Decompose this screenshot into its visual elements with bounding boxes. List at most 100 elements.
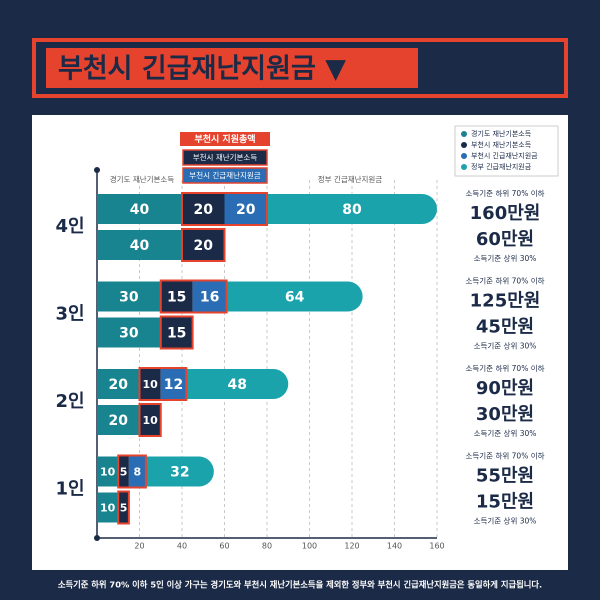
bar-value-label: 12	[164, 377, 183, 393]
bar	[118, 492, 129, 523]
bar	[186, 369, 289, 399]
bucheon-outline	[181, 192, 268, 226]
bar-value-label: 16	[200, 290, 219, 306]
bar-value-label: 30	[119, 290, 139, 306]
legend-label: 경기도 재난기본소득	[471, 129, 532, 138]
bar-value-label: 10	[142, 378, 158, 391]
title-frame	[32, 38, 568, 98]
total-label: 90만원	[476, 378, 534, 399]
bar	[192, 281, 227, 312]
bar-value-label: 20	[194, 202, 214, 218]
legend-swatch	[461, 153, 467, 159]
axis-dot	[94, 535, 100, 541]
bar	[182, 230, 225, 260]
series-header: 부천시 긴급재난지원금	[189, 170, 260, 180]
legend-label: 정부 긴급재난지원금	[471, 162, 532, 171]
chart-title: 부천시 긴급재난지원금 ▼	[58, 54, 346, 85]
income-label: 소득기준 하위 70% 이하	[465, 451, 544, 461]
bar	[224, 194, 267, 224]
bucheon-total-label: 부천시 지원총액	[194, 133, 255, 145]
legend-swatch	[461, 142, 467, 148]
x-tick-label: 40	[177, 542, 187, 551]
x-tick-label: 160	[429, 542, 444, 551]
total-label: 15만원	[476, 492, 534, 513]
bucheon-outline	[181, 228, 226, 262]
bar-value-label: 5	[120, 502, 128, 515]
bar-value-label: 30	[119, 326, 139, 342]
bar	[97, 230, 182, 260]
income-label: 소득기준 상위 30%	[474, 516, 537, 526]
bar-value-label: 80	[342, 202, 362, 218]
bar-value-label: 64	[285, 290, 305, 306]
bar	[97, 281, 161, 312]
bucheon-outline	[117, 490, 130, 525]
legend-label: 부천시 재난기본소득	[471, 140, 532, 149]
bar	[226, 281, 363, 312]
bucheon-outline	[138, 367, 188, 401]
total-label: 30만원	[476, 404, 534, 425]
bar	[97, 194, 182, 224]
legend-swatch	[461, 131, 467, 137]
bar-value-label: 20	[194, 238, 214, 254]
bar-value-label: 20	[109, 413, 129, 429]
legend-label: 부천시 긴급재난지원금	[471, 151, 538, 160]
y-tick-label: 3인	[55, 304, 84, 325]
income-label: 소득기준 상위 30%	[474, 428, 537, 438]
income-label: 소득기준 상위 30%	[474, 341, 537, 351]
y-tick-label: 4인	[55, 216, 84, 237]
bar	[97, 456, 119, 487]
footnote: 소득기준 하위 70% 이하 5인 이상 가구는 경기도와 부천시 재난기본소득…	[58, 580, 542, 590]
total-label: 125만원	[470, 291, 541, 312]
x-tick-label: 80	[262, 542, 272, 551]
bar-value-label: 32	[170, 465, 189, 481]
income-label: 소득기준 하위 70% 이하	[465, 276, 544, 286]
bucheon-outline	[159, 279, 228, 314]
legend-box	[454, 125, 559, 177]
axis-dot	[94, 167, 100, 173]
bar	[139, 369, 161, 399]
series-header: 경기도 재난기본소득	[110, 174, 175, 184]
x-tick-label: 100	[302, 542, 317, 551]
y-tick-label: 1인	[55, 479, 84, 500]
x-tick-label: 120	[344, 542, 359, 551]
x-tick-label: 60	[219, 542, 229, 551]
total-label: 60만원	[476, 229, 534, 250]
bar	[160, 317, 193, 348]
bar-value-label: 48	[228, 377, 247, 393]
bar-value-label: 10	[142, 414, 158, 427]
series-header: 정부 긴급재난지원금	[318, 174, 383, 184]
header-box	[180, 132, 270, 146]
x-tick-label: 140	[387, 542, 402, 551]
total-label: 45만원	[476, 317, 534, 338]
bar-value-label: 8	[134, 466, 142, 479]
total-label: 55만원	[476, 466, 534, 487]
bar-value-label: 20	[236, 202, 256, 218]
bar-value-label: 5	[120, 466, 128, 479]
y-tick-label: 2인	[55, 391, 84, 412]
bar	[97, 492, 119, 523]
legend-swatch	[461, 164, 467, 170]
total-label: 160만원	[470, 203, 541, 224]
x-tick-label: 20	[134, 542, 144, 551]
bar	[160, 369, 187, 399]
bar-value-label: 15	[167, 326, 186, 342]
income-label: 소득기준 하위 70% 이하	[465, 363, 544, 373]
income-label: 소득기준 하위 70% 이하	[465, 188, 544, 198]
series-header: 부천시 재난기본소득	[193, 152, 258, 162]
income-label: 소득기준 상위 30%	[474, 253, 537, 263]
bar	[182, 194, 225, 224]
header-box	[182, 167, 268, 184]
header-box	[182, 149, 268, 166]
bar	[145, 456, 214, 487]
bar	[267, 194, 437, 224]
bar-value-label: 20	[109, 377, 129, 393]
bar-value-label: 15	[167, 290, 186, 306]
bucheon-outline	[159, 315, 194, 350]
bar	[118, 456, 129, 487]
bar-value-label: 40	[130, 202, 150, 218]
bar	[97, 317, 161, 348]
bar	[128, 456, 146, 487]
bucheon-outline	[117, 454, 147, 489]
bar-value-label: 40	[130, 238, 150, 254]
